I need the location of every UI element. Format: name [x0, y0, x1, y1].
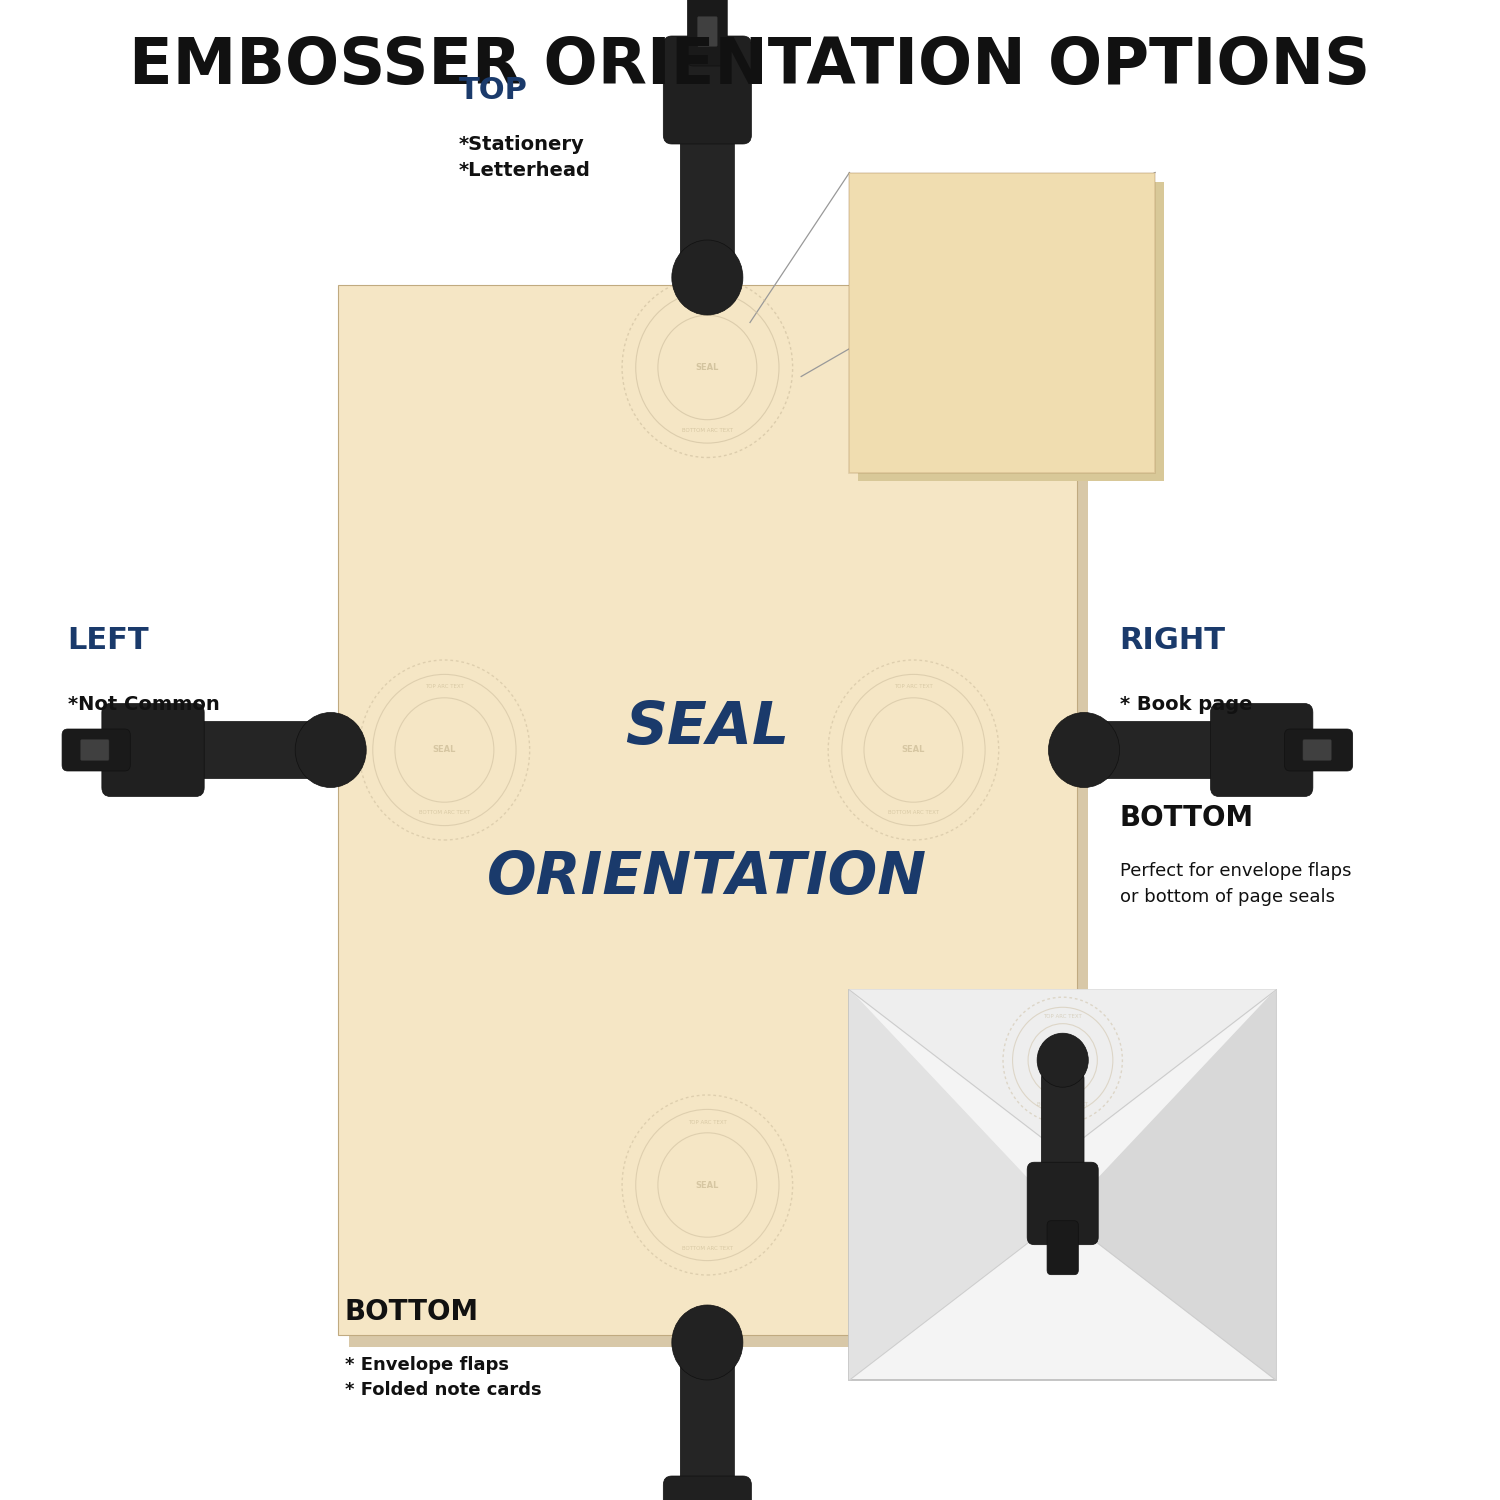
FancyBboxPatch shape	[62, 729, 130, 771]
FancyBboxPatch shape	[1041, 1074, 1084, 1180]
FancyBboxPatch shape	[102, 704, 204, 797]
Text: TOP ARC TEXT: TOP ARC TEXT	[894, 684, 933, 690]
FancyBboxPatch shape	[663, 1476, 752, 1500]
Text: EMBOSSER ORIENTATION OPTIONS: EMBOSSER ORIENTATION OPTIONS	[129, 34, 1371, 98]
Text: * Book page: * Book page	[1119, 694, 1252, 714]
Text: BOTTOM: BOTTOM	[345, 1298, 478, 1326]
Text: BOTTOM ARC TEXT: BOTTOM ARC TEXT	[682, 1245, 734, 1251]
Text: BOTTOM ARC TEXT: BOTTOM ARC TEXT	[963, 408, 1042, 417]
Text: Perfect for envelope flaps
or bottom of page seals: Perfect for envelope flaps or bottom of …	[1119, 862, 1352, 906]
Text: SEAL: SEAL	[982, 315, 1022, 330]
FancyBboxPatch shape	[687, 0, 728, 66]
FancyBboxPatch shape	[1047, 1221, 1078, 1275]
Polygon shape	[1062, 990, 1276, 1380]
FancyBboxPatch shape	[350, 297, 1089, 1347]
FancyBboxPatch shape	[849, 172, 1155, 472]
Text: LEFT: LEFT	[68, 627, 150, 656]
Text: TOP ARC TEXT: TOP ARC TEXT	[688, 302, 726, 307]
Polygon shape	[849, 990, 1276, 1154]
FancyBboxPatch shape	[663, 36, 752, 144]
Text: TOP ARC TEXT: TOP ARC TEXT	[1044, 1014, 1082, 1019]
FancyBboxPatch shape	[1210, 704, 1312, 797]
FancyBboxPatch shape	[1028, 1162, 1098, 1245]
Text: SEAL: SEAL	[696, 1180, 718, 1190]
FancyBboxPatch shape	[681, 1359, 735, 1498]
Text: SEAL: SEAL	[696, 363, 718, 372]
Circle shape	[672, 240, 742, 315]
Polygon shape	[849, 990, 1062, 1380]
FancyBboxPatch shape	[1284, 729, 1353, 771]
Text: BOTTOM: BOTTOM	[1119, 804, 1254, 832]
Text: * Envelope flaps
* Folded note cards: * Envelope flaps * Folded note cards	[345, 1356, 542, 1400]
Text: TOP ARC TEXT: TOP ARC TEXT	[972, 228, 1032, 237]
FancyBboxPatch shape	[81, 740, 110, 760]
FancyBboxPatch shape	[183, 722, 315, 778]
Text: ORIENTATION: ORIENTATION	[488, 849, 927, 906]
Text: TOP ARC TEXT: TOP ARC TEXT	[424, 684, 464, 690]
Text: BOTTOM ARC TEXT: BOTTOM ARC TEXT	[419, 810, 470, 816]
Text: TOP ARC TEXT: TOP ARC TEXT	[688, 1119, 726, 1125]
Circle shape	[296, 712, 366, 788]
Text: RIGHT: RIGHT	[1119, 627, 1226, 656]
Circle shape	[1036, 1034, 1089, 1088]
FancyBboxPatch shape	[338, 285, 1077, 1335]
Text: BOTTOM ARC TEXT: BOTTOM ARC TEXT	[1036, 1102, 1088, 1107]
Text: SEAL: SEAL	[432, 746, 456, 754]
Text: BOTTOM ARC TEXT: BOTTOM ARC TEXT	[682, 427, 734, 433]
FancyBboxPatch shape	[1304, 740, 1332, 760]
FancyBboxPatch shape	[1100, 722, 1232, 778]
FancyBboxPatch shape	[849, 990, 1276, 1380]
Text: *Not Common: *Not Common	[68, 694, 219, 714]
Text: *Stationery
*Letterhead: *Stationery *Letterhead	[459, 135, 591, 180]
FancyBboxPatch shape	[681, 122, 735, 261]
Circle shape	[672, 1305, 742, 1380]
FancyBboxPatch shape	[698, 16, 717, 46]
FancyBboxPatch shape	[858, 182, 1164, 482]
Text: SEAL: SEAL	[1052, 1056, 1074, 1065]
Text: SEAL: SEAL	[902, 746, 926, 754]
Circle shape	[1048, 712, 1119, 788]
Text: SEAL: SEAL	[626, 699, 789, 756]
Text: TOP: TOP	[459, 76, 528, 105]
Text: BOTTOM ARC TEXT: BOTTOM ARC TEXT	[888, 810, 939, 816]
